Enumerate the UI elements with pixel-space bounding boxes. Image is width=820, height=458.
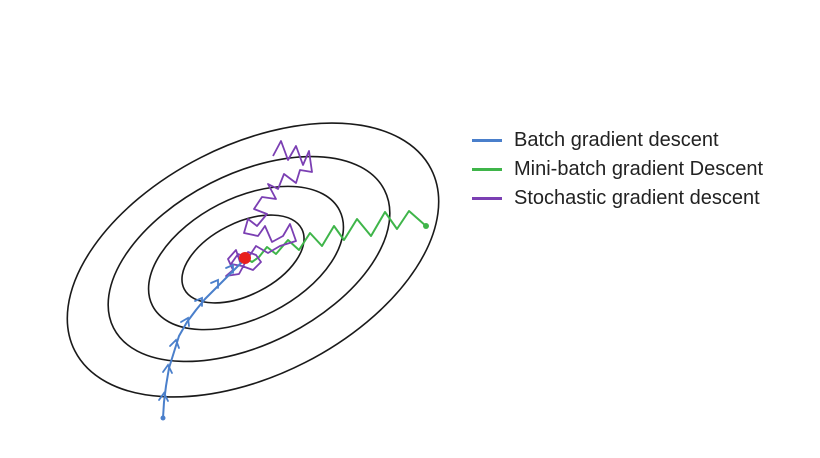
contour-ellipses [66, 122, 440, 398]
legend-item-minibatch: Mini-batch gradient Descent [472, 155, 763, 184]
legend-swatch-stochastic [472, 197, 502, 200]
legend-label-minibatch: Mini-batch gradient Descent [514, 158, 764, 180]
arrowhead-5 [194, 296, 203, 307]
stochastic-gd-path [225, 140, 313, 277]
contour-ellipse-inner [181, 214, 305, 304]
legend-item-batch: Batch gradient descent [472, 126, 763, 155]
batch-gd-arrowheads [158, 263, 234, 402]
arrowhead-2 [162, 363, 173, 374]
arrowhead-4 [180, 316, 190, 327]
arrowhead-6 [210, 278, 219, 289]
legend-swatch-minibatch [472, 168, 502, 171]
legend-swatch-batch [472, 139, 502, 142]
contour-ellipse-2 [147, 185, 345, 331]
minibatch-start-dot [423, 223, 429, 229]
legend-label-stochastic: Stochastic gradient descent [514, 187, 760, 209]
legend-label-batch: Batch gradient descent [514, 129, 719, 151]
batch-start-dot [160, 415, 166, 421]
global-minimum-dot [239, 252, 251, 264]
contour-ellipse-3 [107, 155, 391, 363]
arrowhead-7 [225, 263, 234, 274]
arrowhead-3 [169, 338, 180, 349]
contour-ellipse-outer [66, 122, 440, 398]
batch-gd-path [162, 260, 245, 419]
legend: Batch gradient descent Mini-batch gradie… [472, 126, 763, 213]
arrowhead-1 [158, 391, 169, 402]
legend-item-stochastic: Stochastic gradient descent [472, 184, 763, 213]
